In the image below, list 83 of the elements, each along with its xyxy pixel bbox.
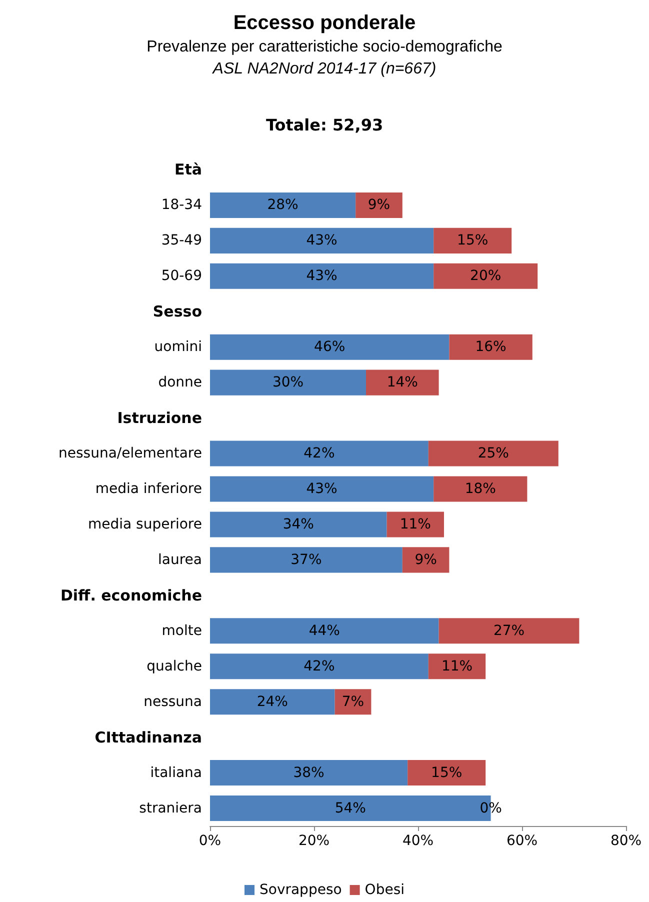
y-tick-label: straniera xyxy=(139,800,202,816)
y-tick-label: donne xyxy=(158,374,202,391)
bar xyxy=(210,654,428,680)
y-tick-label: Diff. economiche xyxy=(60,586,202,604)
bar xyxy=(210,440,428,466)
text: Totale: 52,93 xyxy=(266,116,384,134)
chart-subtitle: Prevalenze per caratteristiche socio-demografiche xyxy=(146,38,502,56)
x-tick-label: 20% xyxy=(298,833,330,849)
y-tick-label: CIttadinanza xyxy=(94,728,202,746)
y-tick-label: italiana xyxy=(150,764,202,781)
bar xyxy=(434,228,512,254)
data-label: 54% xyxy=(334,800,366,816)
data-label: 28% xyxy=(267,197,298,214)
data-label: 43% xyxy=(306,481,338,497)
data-label: 34% xyxy=(282,516,314,532)
data-label: 9% xyxy=(368,197,390,214)
data-label: 20% xyxy=(470,268,502,284)
data-label: 27% xyxy=(493,622,525,639)
y-tick-label: nessuna/elementare xyxy=(58,446,202,462)
bar xyxy=(210,370,366,396)
chart-title: Eccesso ponderale xyxy=(233,12,416,34)
data-label: 11% xyxy=(441,658,473,674)
data-label: 42% xyxy=(304,658,335,674)
y-tick-label: 35-49 xyxy=(161,232,202,249)
y-tick-label: uomini xyxy=(154,339,202,356)
data-label: 37% xyxy=(290,552,322,568)
bar xyxy=(402,547,450,573)
data-label: 18% xyxy=(464,481,496,497)
data-label: 11% xyxy=(400,516,431,532)
bar xyxy=(408,760,486,786)
data-label: 43% xyxy=(306,268,338,284)
data-label: 44% xyxy=(308,622,340,639)
bar xyxy=(210,334,450,360)
legend-label: Obesi xyxy=(364,882,405,898)
y-tick-label: Età xyxy=(174,160,202,179)
bar xyxy=(434,263,538,289)
data-label: 7% xyxy=(342,694,364,710)
text: ASL NA2Nord 2014-17 (n=667) xyxy=(212,60,436,78)
y-tick-label: Istruzione xyxy=(117,409,202,428)
data-label: 15% xyxy=(457,232,488,249)
y-tick-label: 18-34 xyxy=(161,197,202,214)
bar xyxy=(210,228,434,254)
data-label: 38% xyxy=(293,764,324,781)
bar xyxy=(210,263,434,289)
data-label: 25% xyxy=(478,446,509,462)
x-tick-label: 80% xyxy=(610,833,642,849)
bar xyxy=(449,334,532,360)
y-tick-label: media inferiore xyxy=(95,481,202,497)
data-label: 14% xyxy=(386,374,418,391)
bar xyxy=(428,654,486,680)
bar xyxy=(438,618,580,644)
bar xyxy=(434,476,528,502)
data-label: 42% xyxy=(304,446,335,462)
data-label: 43% xyxy=(306,232,338,249)
bar xyxy=(386,512,444,538)
data-label: 16% xyxy=(475,339,506,356)
y-tick-label: laurea xyxy=(158,552,202,568)
y-tick-label: Sesso xyxy=(152,302,202,321)
y-tick-label: qualche xyxy=(146,658,202,674)
bar xyxy=(210,476,434,502)
bar xyxy=(366,370,439,396)
bar xyxy=(356,192,402,218)
bar xyxy=(428,440,558,466)
data-label: 0% xyxy=(480,800,502,816)
data-label: 30% xyxy=(272,374,304,391)
y-tick-label: 50-69 xyxy=(161,268,202,284)
legend-label: Sovrappeso xyxy=(259,882,342,898)
bar xyxy=(210,618,439,644)
data-label: 46% xyxy=(314,339,346,356)
bar xyxy=(210,689,335,715)
x-tick-label: 0% xyxy=(198,833,222,849)
data-label: 9% xyxy=(414,552,437,568)
data-label: 15% xyxy=(431,764,462,781)
y-tick-label: media superiore xyxy=(88,516,202,532)
y-tick-label: nessuna xyxy=(144,694,202,710)
bar xyxy=(210,760,408,786)
x-tick-label: 40% xyxy=(402,833,434,849)
x-tick-label: 60% xyxy=(506,833,538,849)
bar xyxy=(210,547,402,573)
bar xyxy=(210,192,356,218)
bar xyxy=(210,512,387,538)
y-tick-label: molte xyxy=(162,622,202,639)
data-label: 24% xyxy=(256,694,288,710)
